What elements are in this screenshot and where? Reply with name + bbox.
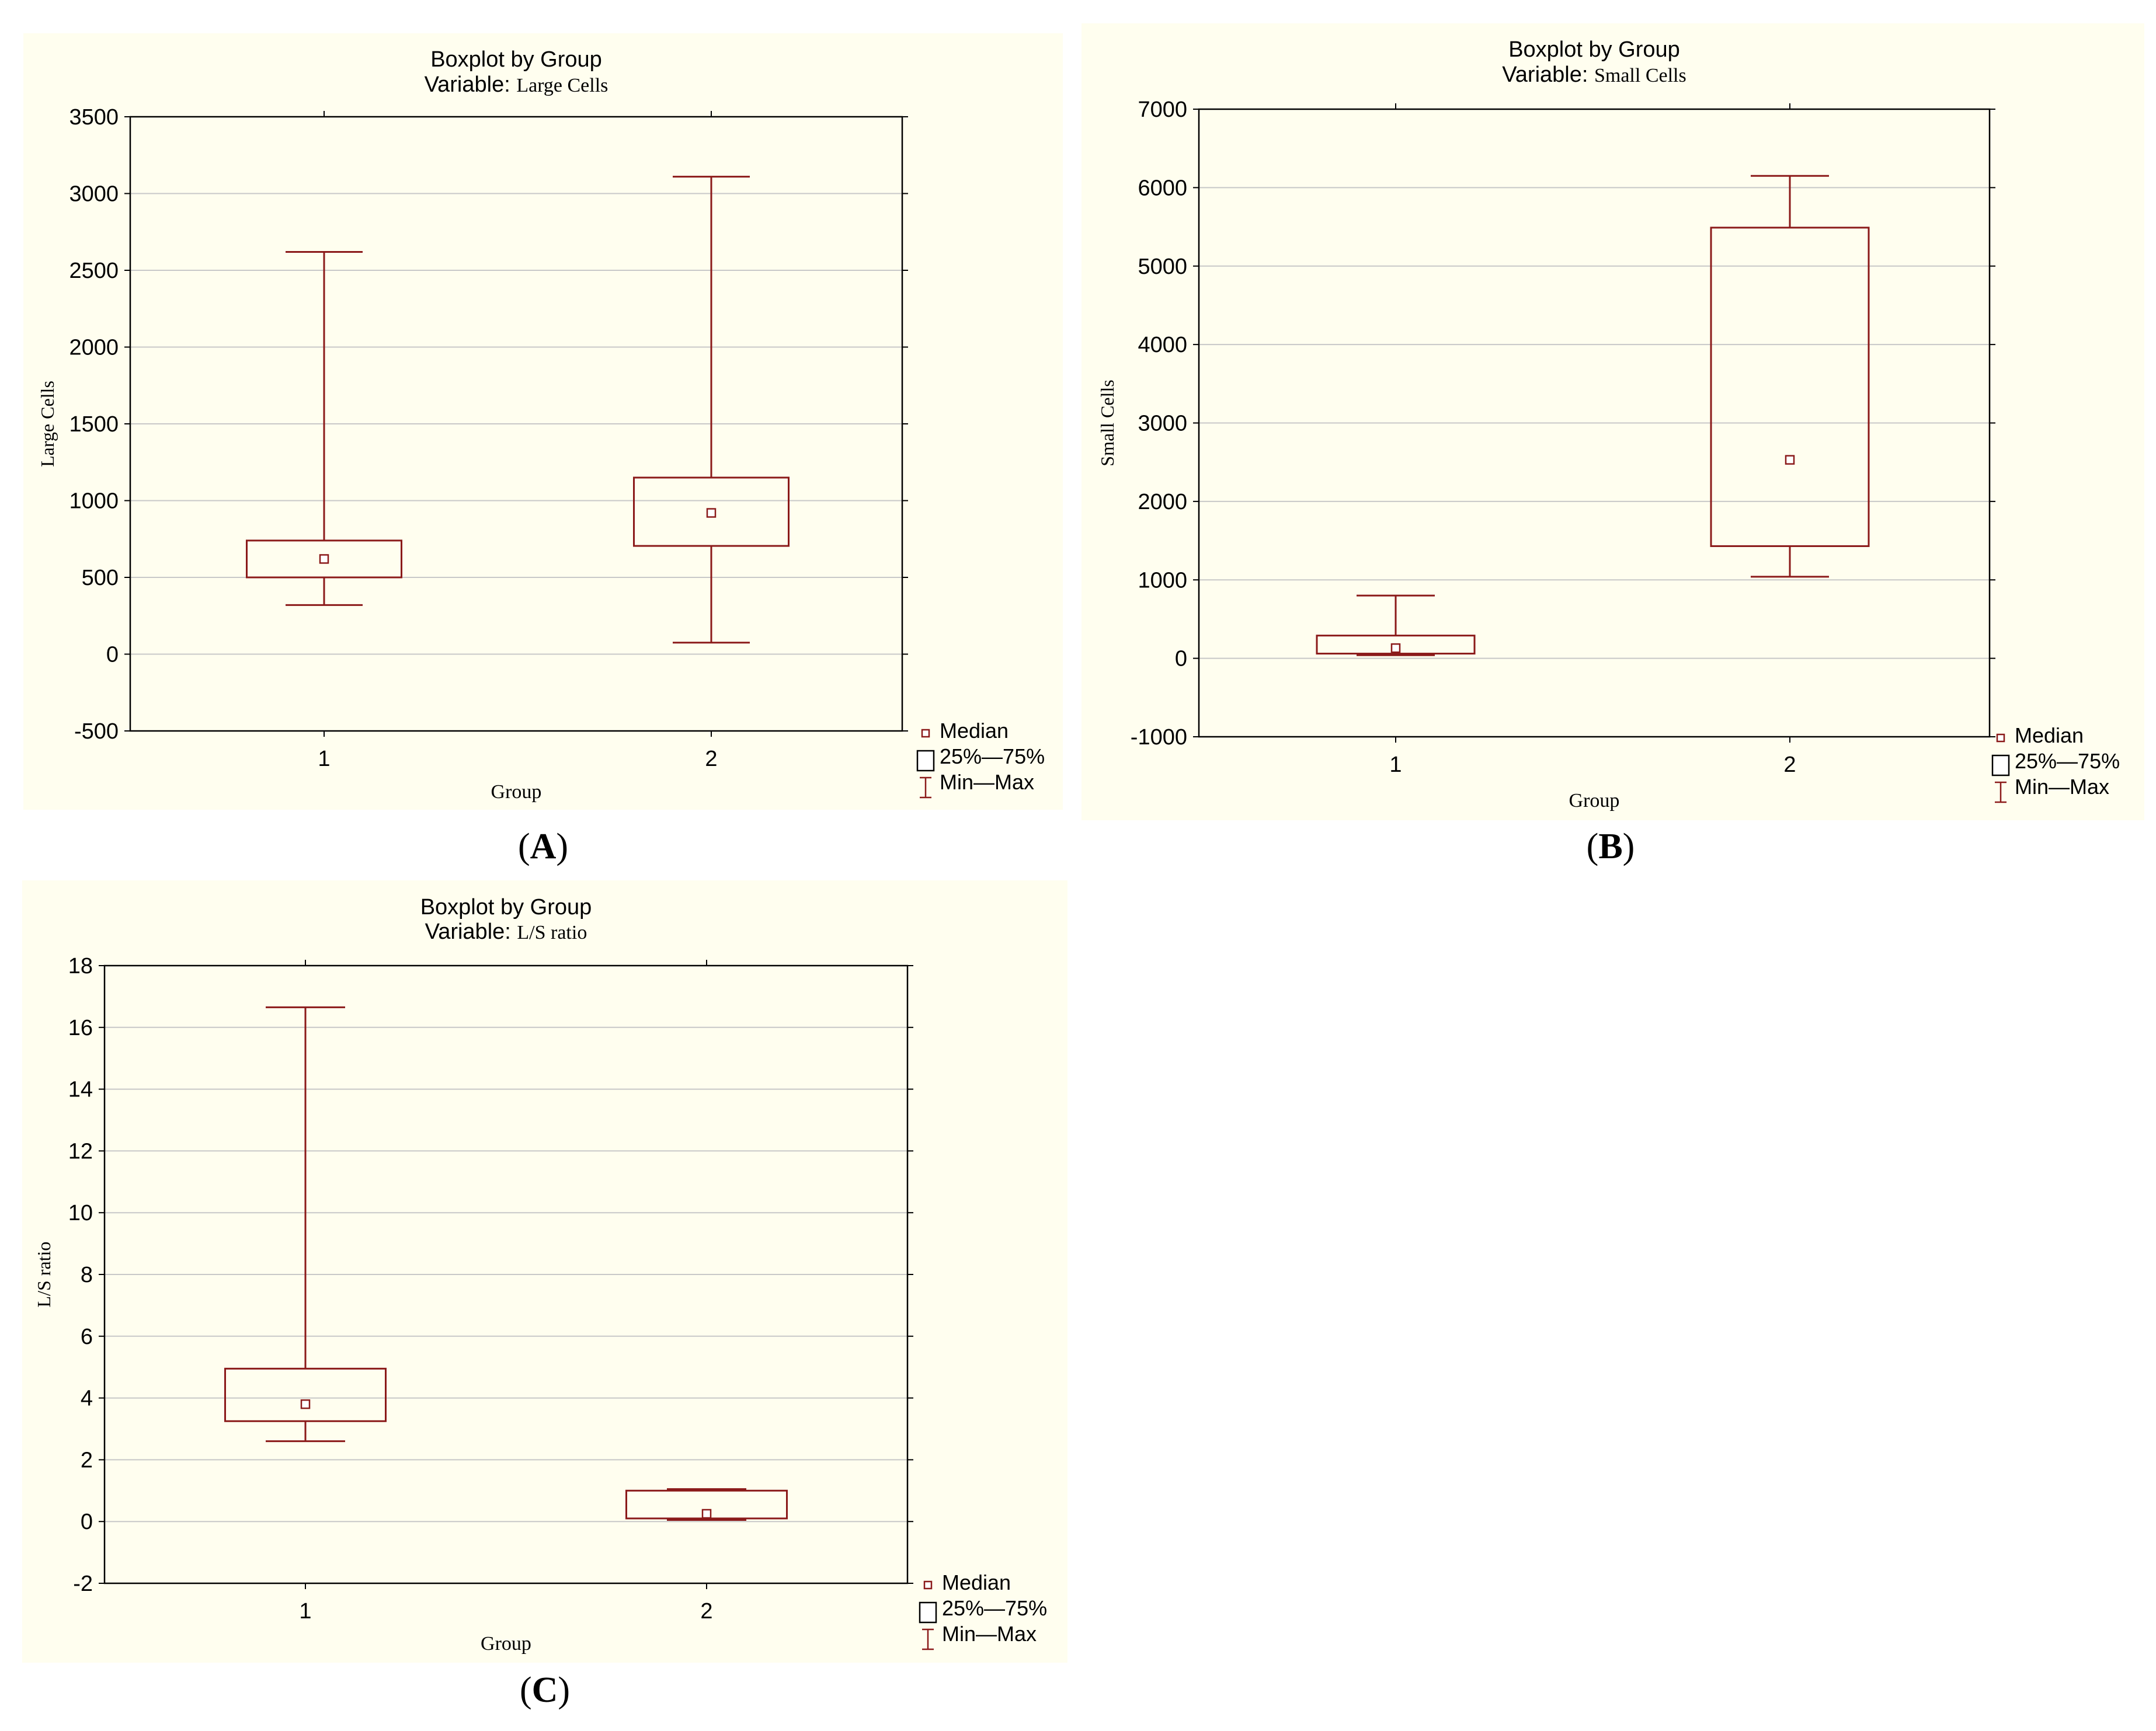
median-marker <box>706 508 717 518</box>
y-tick-label: 0 <box>106 643 119 667</box>
x-tick-label: 1 <box>318 747 330 771</box>
chart-title: Boxplot by Group <box>430 47 602 72</box>
iqr-box <box>246 539 402 579</box>
x-tick-label: 2 <box>700 1599 712 1624</box>
y-tick-label: 14 <box>68 1078 93 1102</box>
y-tick-label: -1000 <box>1131 725 1187 750</box>
panel-label-a: (A) <box>517 827 569 866</box>
y-axis-label: Small Cells <box>1097 379 1118 466</box>
y-tick-label: 7000 <box>1138 97 1187 122</box>
chart-title: Boxplot by Group <box>1508 37 1680 62</box>
y-tick-label: 6000 <box>1138 176 1187 200</box>
legend-median-swatch <box>921 729 930 738</box>
y-tick-label: 2000 <box>69 336 119 360</box>
y-tick-label: 16 <box>68 1016 93 1040</box>
plot-frame <box>1198 108 1991 738</box>
subtitle-prefix: Variable: <box>425 920 517 944</box>
median-marker <box>300 1399 311 1409</box>
legend-median-label: Median <box>942 1570 1011 1594</box>
y-tick-label: 3000 <box>69 182 119 207</box>
plot-frame <box>103 964 909 1584</box>
y-tick-label: 1000 <box>1138 568 1187 593</box>
y-tick-label: -2 <box>73 1572 93 1596</box>
y-tick-label: 8 <box>81 1263 93 1287</box>
legend-median-swatch <box>923 1580 933 1590</box>
y-tick-label: 2 <box>81 1448 93 1472</box>
iqr-box <box>1316 635 1476 655</box>
x-axis-label: Group <box>481 1633 531 1655</box>
legend-median-label: Median <box>940 719 1009 743</box>
y-tick-label: 10 <box>68 1201 93 1225</box>
subtitle-variable: Large Cells <box>516 75 608 96</box>
y-tick-label: 12 <box>68 1139 93 1164</box>
x-tick-label: 1 <box>1389 753 1402 777</box>
y-tick-label: 2000 <box>1138 490 1187 514</box>
y-tick-label: 0 <box>1175 647 1187 671</box>
median-marker <box>319 554 329 564</box>
y-tick-label: 3000 <box>1138 412 1187 436</box>
legend-whisker-label: Min—Max <box>942 1622 1037 1646</box>
x-tick-label: 2 <box>705 747 717 771</box>
y-tick-label: 3500 <box>69 105 119 130</box>
chart-subtitle: Variable: L/S ratio <box>425 920 587 944</box>
y-tick-label: 6 <box>81 1325 93 1349</box>
chart-subtitle: Variable: Large Cells <box>425 72 608 97</box>
y-tick-label: 500 <box>82 566 119 590</box>
chart-subtitle: Variable: Small Cells <box>1502 62 1686 87</box>
subtitle-prefix: Variable: <box>425 72 517 97</box>
subtitle-variable: Small Cells <box>1594 65 1686 86</box>
iqr-box <box>633 476 790 547</box>
y-tick-label: -500 <box>74 719 119 744</box>
plot-frame <box>129 116 903 732</box>
legend-whisker-label: Min—Max <box>940 770 1034 794</box>
x-axis-label: Group <box>1569 790 1620 811</box>
y-tick-label: 0 <box>81 1510 93 1534</box>
subtitle-prefix: Variable: <box>1502 62 1594 87</box>
chart-panel-c: Boxplot by Group Variable: L/S ratio -2 0 2 4… <box>22 880 1067 1663</box>
chart-panel-b: Boxplot by Group Variable: Small Cells -10… <box>1082 23 2144 820</box>
y-tick-label: 18 <box>68 954 93 978</box>
legend-box-swatch <box>1991 754 2010 776</box>
x-tick-label: 2 <box>1783 753 1796 777</box>
y-tick-label: 5000 <box>1138 255 1187 279</box>
legend-box-label: 25%—75% <box>942 1596 1047 1620</box>
legend-median-swatch <box>1996 733 2005 743</box>
chart-panel-a: Boxplot by Group Variable: Large Cells -50… <box>23 33 1063 810</box>
legend-box-swatch <box>916 750 935 772</box>
legend-box-label: 25%—75% <box>2015 749 2120 773</box>
panel-label-b: (B) <box>1586 827 1635 866</box>
y-tick-label: 1000 <box>69 489 119 514</box>
x-tick-label: 1 <box>299 1599 311 1624</box>
legend-median-label: Median <box>2015 723 2084 747</box>
y-axis-label: Large Cells <box>37 381 58 467</box>
iqr-box <box>224 1367 387 1422</box>
legend-whisker-label: Min—Max <box>2015 775 2109 799</box>
legend-box-swatch <box>919 1601 937 1624</box>
median-marker <box>701 1509 712 1519</box>
median-marker <box>1390 643 1401 653</box>
y-tick-label: 4 <box>81 1387 93 1411</box>
iqr-box <box>1710 227 1870 547</box>
legend-box-label: 25%—75% <box>940 744 1045 768</box>
y-axis-label: L/S ratio <box>33 1242 54 1308</box>
panel-label-c: (C) <box>519 1670 571 1710</box>
y-tick-label: 2500 <box>69 259 119 283</box>
subtitle-variable: L/S ratio <box>517 922 587 943</box>
y-tick-label: 1500 <box>69 412 119 437</box>
chart-title: Boxplot by Group <box>420 895 592 920</box>
y-tick-label: 4000 <box>1138 333 1187 357</box>
median-marker <box>1785 455 1795 465</box>
x-axis-label: Group <box>491 781 542 803</box>
